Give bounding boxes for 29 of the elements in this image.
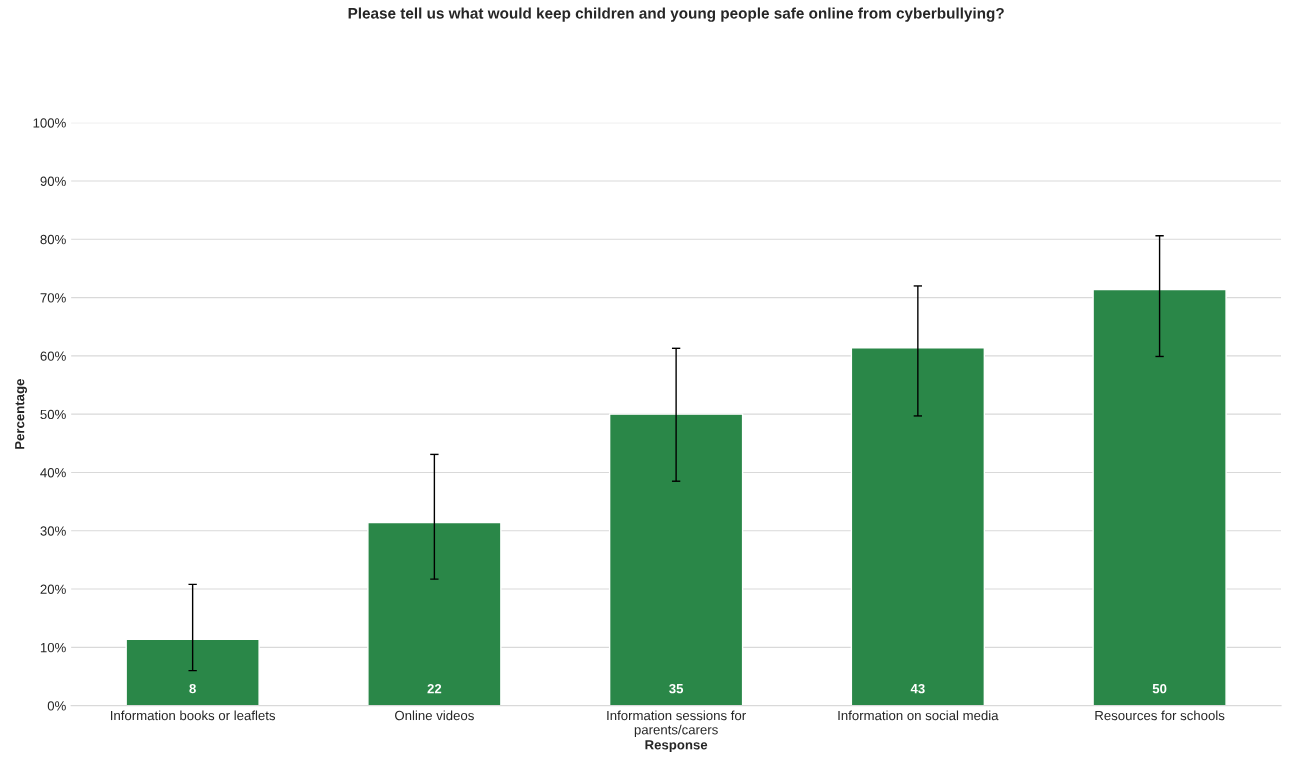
x-tick-label: Information on social media (838, 710, 999, 721)
y-tick-label: 0% (47, 701, 66, 711)
bar (1092, 288, 1227, 706)
x-tick-label: Information sessions for parents/carers (607, 710, 746, 738)
y-tick-label: 30% (40, 526, 66, 536)
annotation: 22 (427, 683, 442, 694)
y-tick-label: 10% (40, 642, 66, 653)
y-tick-label: 40% (40, 468, 66, 478)
chart-title: Please tell us what would keep children and young people safe online from cyberbullying? (348, 7, 1004, 22)
bar (850, 347, 986, 706)
y-tick-label: 50% (40, 409, 66, 420)
x-tick-label: Resources for schools (1095, 710, 1225, 721)
y-tick-label: 90% (40, 176, 66, 186)
y-axis-title: Percentage (15, 379, 28, 449)
x-tick-label: Information books or leaflets (110, 710, 276, 721)
y-tick-label: 80% (40, 234, 66, 245)
y-tick-label: 100% (33, 118, 66, 128)
bar (125, 638, 260, 706)
annotation: 8 (189, 683, 196, 694)
x-tick-label: Online videos (395, 710, 474, 721)
y-tick-label: 20% (40, 584, 66, 594)
annotation: 50 (1152, 683, 1167, 694)
bar (608, 413, 744, 706)
annotation: 43 (910, 683, 925, 694)
y-tick-label: 70% (40, 293, 66, 303)
annotation: 35 (669, 683, 684, 694)
x-axis-title: Response (645, 740, 708, 753)
bar (367, 521, 502, 706)
y-tick-label: 60% (40, 351, 66, 361)
